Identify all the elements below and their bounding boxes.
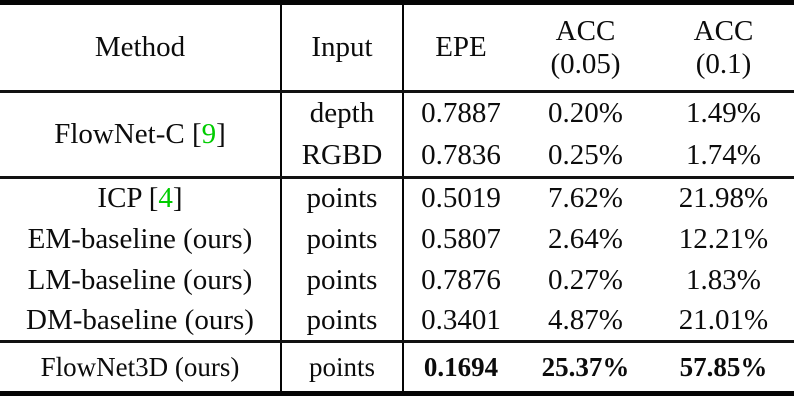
- epe-value: 0.3401: [421, 303, 501, 336]
- col-header-acc01-line1: ACC: [693, 15, 754, 48]
- col-header-epe: EPE: [435, 31, 487, 63]
- header-row: Method Input EPE ACC (0.05) ACC (0.1): [0, 2, 794, 92]
- col-header-acc01: ACC (0.1): [653, 3, 794, 92]
- table-header: Method Input EPE ACC (0.05) ACC (0.1): [0, 2, 794, 92]
- acc005-value-best: 25.37%: [541, 351, 630, 382]
- table-row: EM-baseline (ours) points 0.5807 2.64% 1…: [0, 218, 794, 260]
- acc005-value: 2.64%: [548, 222, 623, 255]
- results-table: Method Input EPE ACC (0.05) ACC (0.1) Fl…: [0, 0, 794, 396]
- method-cell: ICP [4]: [0, 178, 281, 219]
- method-cell: EM-baseline (ours): [27, 222, 253, 255]
- method-label-suffix: ]: [216, 118, 226, 150]
- input-value: points: [280, 259, 404, 301]
- method-cell: FlowNet-C [9]: [0, 92, 281, 178]
- section-flownetc: FlowNet-C [9] depth 0.7887 0.20% 1.49% R…: [0, 91, 794, 178]
- table-row: ICP [4] points 0.5019 7.62% 21.98%: [0, 177, 794, 219]
- epe-value-best: 0.1694: [423, 351, 499, 382]
- acc005-value: 7.62%: [548, 182, 623, 215]
- acc01-value: 1.49%: [686, 97, 761, 130]
- method-cell: DM-baseline (ours): [26, 303, 254, 336]
- acc005-value: 4.87%: [548, 303, 623, 336]
- method-cell: LM-baseline (ours): [27, 263, 253, 296]
- col-header-acc01-line2: (0.1): [695, 47, 752, 80]
- input-value: points: [280, 341, 404, 394]
- citation-link[interactable]: 4: [158, 182, 173, 215]
- method-label-suffix: ]: [172, 182, 183, 215]
- citation-link[interactable]: 9: [201, 118, 217, 150]
- col-header-input: Input: [280, 2, 404, 92]
- epe-value: 0.5807: [421, 222, 501, 255]
- acc01-value: 1.83%: [686, 263, 761, 296]
- section-flownet3d: FlowNet3D (ours) points 0.1694 25.37% 57…: [0, 341, 794, 394]
- input-value: depth: [280, 91, 404, 135]
- input-value: RGBD: [280, 134, 404, 178]
- section-baselines: ICP [4] points 0.5019 7.62% 21.98% EM-ba…: [0, 177, 794, 342]
- acc01-value: 21.01%: [678, 303, 769, 336]
- method-cell: FlowNet3D (ours): [40, 351, 240, 382]
- col-header-method: Method: [94, 31, 186, 63]
- acc01-value: 1.74%: [686, 138, 761, 171]
- col-header-acc005-line1: ACC: [555, 15, 616, 48]
- epe-value: 0.7876: [421, 263, 501, 296]
- input-value: points: [280, 177, 404, 219]
- table-row: RGBD 0.7836 0.25% 1.74%: [0, 134, 794, 178]
- input-value: points: [280, 300, 404, 342]
- acc005-value: 0.27%: [548, 263, 623, 296]
- epe-value: 0.7887: [421, 97, 501, 130]
- epe-value: 0.7836: [421, 138, 501, 171]
- input-value: points: [280, 218, 404, 260]
- table-row: LM-baseline (ours) points 0.7876 0.27% 1…: [0, 259, 794, 301]
- method-label: FlowNet-C [: [54, 118, 202, 150]
- acc005-value: 0.20%: [548, 97, 623, 130]
- epe-value: 0.5019: [421, 182, 501, 215]
- col-header-acc005-line2: (0.05): [550, 47, 621, 80]
- acc01-value: 12.21%: [678, 222, 769, 255]
- table-row: FlowNet3D (ours) points 0.1694 25.37% 57…: [0, 341, 794, 394]
- acc01-value: 21.98%: [678, 182, 769, 215]
- acc005-value: 0.25%: [548, 138, 623, 171]
- method-label: ICP [: [97, 182, 159, 215]
- col-header-acc005: ACC (0.05): [518, 3, 653, 92]
- table-row: FlowNet-C [9] depth 0.7887 0.20% 1.49%: [0, 91, 794, 150]
- acc01-value-best: 57.85%: [679, 351, 768, 382]
- table-row: DM-baseline (ours) points 0.3401 4.87% 2…: [0, 300, 794, 342]
